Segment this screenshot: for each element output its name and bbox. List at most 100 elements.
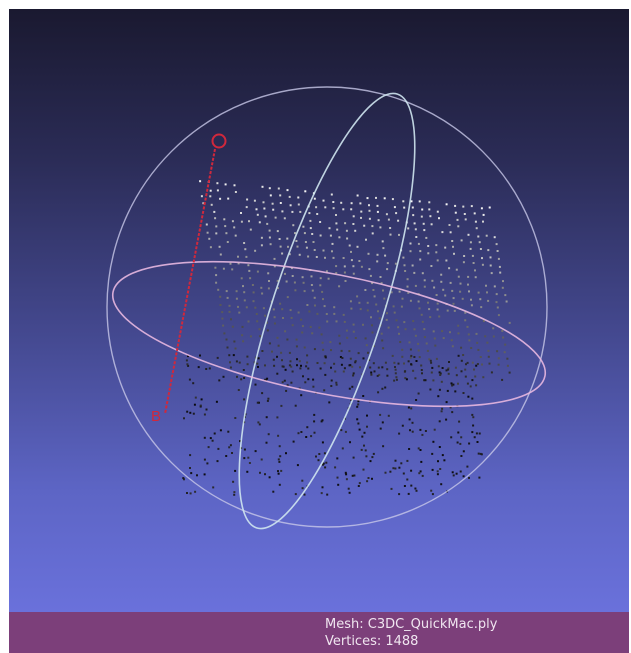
point bbox=[205, 368, 208, 370]
point bbox=[456, 441, 459, 444]
point bbox=[356, 405, 359, 408]
point bbox=[273, 364, 276, 367]
point bbox=[335, 222, 338, 225]
point bbox=[420, 460, 423, 463]
point bbox=[304, 381, 307, 384]
point bbox=[462, 475, 465, 478]
3d-viewport[interactable]: B bbox=[9, 9, 629, 612]
point bbox=[425, 342, 428, 345]
trackball-icon[interactable] bbox=[102, 77, 557, 545]
point bbox=[225, 232, 228, 235]
point bbox=[407, 492, 410, 495]
point bbox=[269, 194, 272, 197]
point bbox=[280, 351, 283, 354]
point bbox=[400, 305, 403, 308]
point bbox=[379, 427, 382, 430]
point bbox=[438, 446, 441, 448]
point bbox=[492, 335, 495, 338]
point bbox=[378, 317, 381, 320]
point bbox=[350, 202, 353, 205]
point bbox=[367, 252, 370, 255]
point bbox=[450, 436, 453, 439]
point bbox=[475, 332, 478, 335]
point bbox=[312, 385, 315, 388]
point bbox=[296, 464, 299, 467]
point bbox=[274, 216, 277, 219]
point bbox=[338, 342, 341, 345]
point bbox=[424, 379, 427, 382]
point bbox=[249, 228, 252, 231]
point bbox=[366, 309, 369, 312]
point bbox=[276, 416, 279, 419]
point bbox=[450, 339, 453, 342]
point bbox=[313, 431, 316, 434]
point bbox=[298, 253, 301, 256]
point bbox=[357, 352, 360, 355]
point bbox=[356, 295, 359, 298]
point bbox=[307, 255, 310, 258]
point bbox=[366, 414, 368, 417]
point bbox=[233, 184, 236, 187]
point bbox=[411, 264, 414, 267]
point bbox=[451, 345, 454, 348]
point bbox=[265, 416, 268, 419]
point bbox=[245, 255, 248, 258]
point bbox=[254, 306, 257, 309]
point bbox=[188, 378, 191, 381]
point bbox=[203, 413, 206, 416]
point bbox=[496, 250, 499, 252]
point bbox=[463, 213, 466, 215]
point bbox=[300, 431, 303, 433]
point bbox=[484, 335, 487, 338]
point bbox=[420, 215, 423, 218]
point bbox=[342, 257, 345, 259]
point bbox=[306, 354, 309, 357]
point bbox=[258, 423, 261, 426]
point bbox=[313, 413, 316, 416]
point bbox=[295, 240, 298, 242]
point bbox=[327, 277, 330, 280]
point bbox=[219, 197, 222, 200]
point bbox=[344, 280, 347, 282]
point bbox=[421, 320, 424, 323]
point bbox=[473, 368, 475, 371]
point bbox=[486, 341, 489, 344]
point bbox=[440, 273, 443, 276]
point bbox=[228, 310, 231, 313]
point bbox=[398, 290, 401, 293]
point bbox=[350, 250, 352, 253]
point bbox=[369, 366, 372, 369]
point bbox=[352, 265, 355, 268]
point bbox=[350, 208, 353, 211]
point bbox=[430, 223, 433, 226]
point bbox=[394, 366, 396, 368]
point bbox=[438, 315, 441, 318]
viewport-canvas[interactable]: B bbox=[9, 9, 629, 612]
point bbox=[430, 265, 433, 267]
point bbox=[288, 195, 291, 198]
point bbox=[375, 303, 378, 306]
point bbox=[480, 207, 483, 210]
point bbox=[222, 375, 225, 378]
point bbox=[291, 210, 294, 213]
point bbox=[324, 256, 326, 259]
point bbox=[433, 428, 436, 431]
point bbox=[254, 450, 257, 453]
point bbox=[462, 392, 465, 394]
point bbox=[345, 473, 348, 476]
point bbox=[251, 284, 254, 286]
point bbox=[254, 249, 257, 252]
point bbox=[392, 467, 395, 470]
point bbox=[357, 403, 360, 406]
point bbox=[454, 390, 457, 393]
point bbox=[446, 309, 449, 312]
point bbox=[214, 266, 217, 269]
point bbox=[340, 349, 343, 352]
point bbox=[264, 378, 266, 381]
point bbox=[302, 225, 305, 228]
point bbox=[460, 436, 463, 439]
point bbox=[479, 248, 482, 250]
point bbox=[273, 257, 276, 260]
point bbox=[183, 417, 185, 420]
point bbox=[260, 286, 263, 289]
